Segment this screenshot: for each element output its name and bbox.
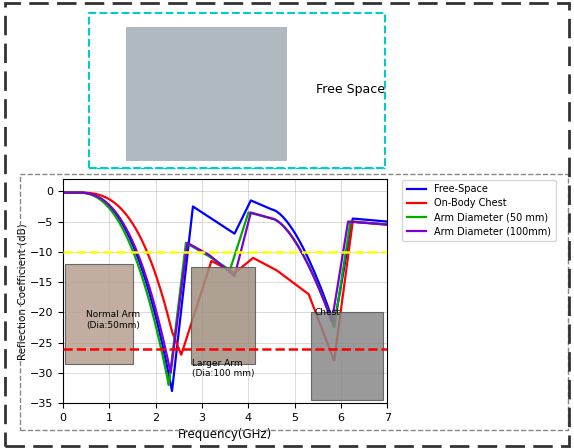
Text: Chest: Chest bbox=[314, 308, 340, 318]
Arm Diameter (50 mm) bbox=[209, 256, 216, 261]
Y-axis label: Reflection Coefficient (dB): Reflection Coefficient (dB) bbox=[17, 223, 27, 360]
Text: Normal Arm
(Dia:50mm): Normal Arm (Dia:50mm) bbox=[86, 310, 141, 330]
Bar bbox=[65, 264, 133, 364]
Arm Diameter (50 mm) bbox=[375, 221, 382, 227]
Free-Space bbox=[76, 190, 83, 195]
Text: Larger Arm
(Dia:100 mm): Larger Arm (Dia:100 mm) bbox=[192, 358, 254, 378]
Arm Diameter (100mm) bbox=[375, 221, 382, 227]
Text: Free Space: Free Space bbox=[316, 83, 385, 96]
On-Body Chest bbox=[60, 190, 67, 195]
Arm Diameter (100mm) bbox=[315, 285, 322, 291]
Bar bbox=[191, 267, 255, 364]
Free-Space bbox=[209, 216, 216, 222]
Free-Space bbox=[60, 190, 67, 195]
Arm Diameter (50 mm) bbox=[375, 221, 382, 227]
Line: Arm Diameter (50 mm): Arm Diameter (50 mm) bbox=[63, 193, 387, 385]
Line: Free-Space: Free-Space bbox=[63, 193, 387, 391]
On-Body Chest bbox=[218, 263, 224, 268]
Arm Diameter (100mm) bbox=[218, 262, 224, 267]
Arm Diameter (100mm) bbox=[384, 222, 391, 227]
Arm Diameter (50 mm) bbox=[315, 285, 322, 290]
Free-Space bbox=[375, 218, 382, 224]
On-Body Chest bbox=[76, 190, 83, 195]
Free-Space bbox=[218, 222, 224, 228]
On-Body Chest bbox=[331, 358, 338, 363]
Free-Space bbox=[315, 280, 322, 285]
On-Body Chest bbox=[375, 221, 382, 227]
Arm Diameter (50 mm) bbox=[60, 190, 67, 195]
On-Body Chest bbox=[384, 222, 391, 227]
Line: Arm Diameter (100mm): Arm Diameter (100mm) bbox=[63, 193, 387, 373]
On-Body Chest bbox=[375, 221, 382, 227]
Arm Diameter (100mm) bbox=[167, 370, 174, 375]
Arm Diameter (100mm) bbox=[60, 190, 67, 195]
Free-Space bbox=[169, 388, 176, 394]
Line: On-Body Chest: On-Body Chest bbox=[63, 193, 387, 361]
Free-Space bbox=[375, 218, 382, 224]
Arm Diameter (100mm) bbox=[209, 255, 216, 260]
Arm Diameter (50 mm) bbox=[384, 222, 391, 227]
Arm Diameter (50 mm) bbox=[76, 190, 83, 195]
On-Body Chest bbox=[209, 258, 216, 264]
Arm Diameter (100mm) bbox=[76, 190, 83, 195]
Bar bbox=[311, 312, 383, 400]
Free-Space bbox=[384, 219, 391, 224]
Arm Diameter (100mm) bbox=[375, 221, 382, 227]
X-axis label: Frequency(GHz): Frequency(GHz) bbox=[178, 428, 273, 441]
Arm Diameter (50 mm) bbox=[165, 382, 172, 388]
Arm Diameter (50 mm) bbox=[218, 262, 224, 267]
On-Body Chest bbox=[315, 317, 322, 323]
Legend: Free-Space, On-Body Chest, Arm Diameter (50 mm), Arm Diameter (100mm): Free-Space, On-Body Chest, Arm Diameter … bbox=[402, 180, 556, 241]
